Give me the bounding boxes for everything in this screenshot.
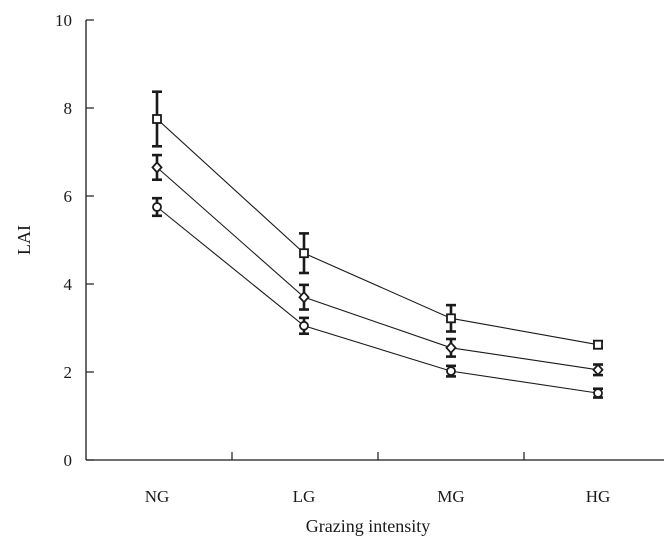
x-axis-title: Grazing intensity [306, 516, 430, 536]
point-circle [299, 320, 309, 331]
series-circle [152, 196, 603, 399]
series-line-diamond [156, 166, 599, 371]
series-diamond [151, 153, 604, 377]
axes: 0 2 4 6 8 10 NG LG MG HG [55, 11, 664, 506]
point-circle [152, 202, 162, 212]
point-circle [593, 388, 603, 399]
series-square [152, 90, 603, 350]
x-tick-label-MG: MG [437, 487, 464, 506]
point-square [152, 114, 162, 124]
point-square [593, 339, 603, 350]
series-layer [151, 90, 604, 399]
point-diamond [298, 290, 310, 304]
y-tick-label-2: 2 [64, 363, 73, 382]
x-tick-label-LG: LG [293, 487, 316, 506]
y-tick-label-10: 10 [55, 11, 72, 30]
y-tick-label-0: 0 [64, 451, 73, 470]
x-tick-label-HG: HG [586, 487, 611, 506]
y-tick-label-8: 8 [64, 99, 73, 118]
point-square [446, 313, 456, 324]
x-tick-label-NG: NG [145, 487, 170, 506]
point-diamond [151, 161, 163, 174]
series-line-circle [156, 206, 599, 394]
point-diamond [592, 363, 604, 377]
y-axis-title: LAI [14, 225, 34, 255]
series-line-square [156, 118, 599, 346]
y-tick-label-6: 6 [64, 187, 73, 206]
y-tick-label-4: 4 [64, 275, 73, 294]
point-square [299, 248, 309, 259]
point-circle [446, 366, 456, 377]
point-diamond [445, 341, 457, 355]
